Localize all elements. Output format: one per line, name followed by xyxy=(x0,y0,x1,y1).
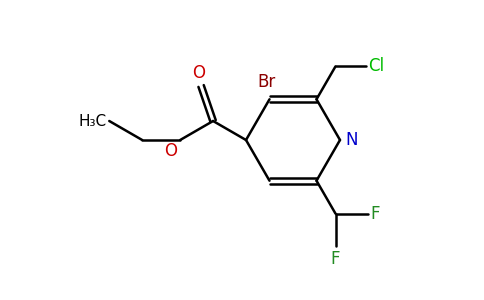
Text: O: O xyxy=(193,64,206,82)
Text: Cl: Cl xyxy=(368,57,385,75)
Text: O: O xyxy=(164,142,177,160)
Text: N: N xyxy=(345,131,358,149)
Text: H₃C: H₃C xyxy=(78,113,106,128)
Text: F: F xyxy=(331,250,340,268)
Text: Br: Br xyxy=(257,73,275,91)
Text: F: F xyxy=(370,205,380,223)
